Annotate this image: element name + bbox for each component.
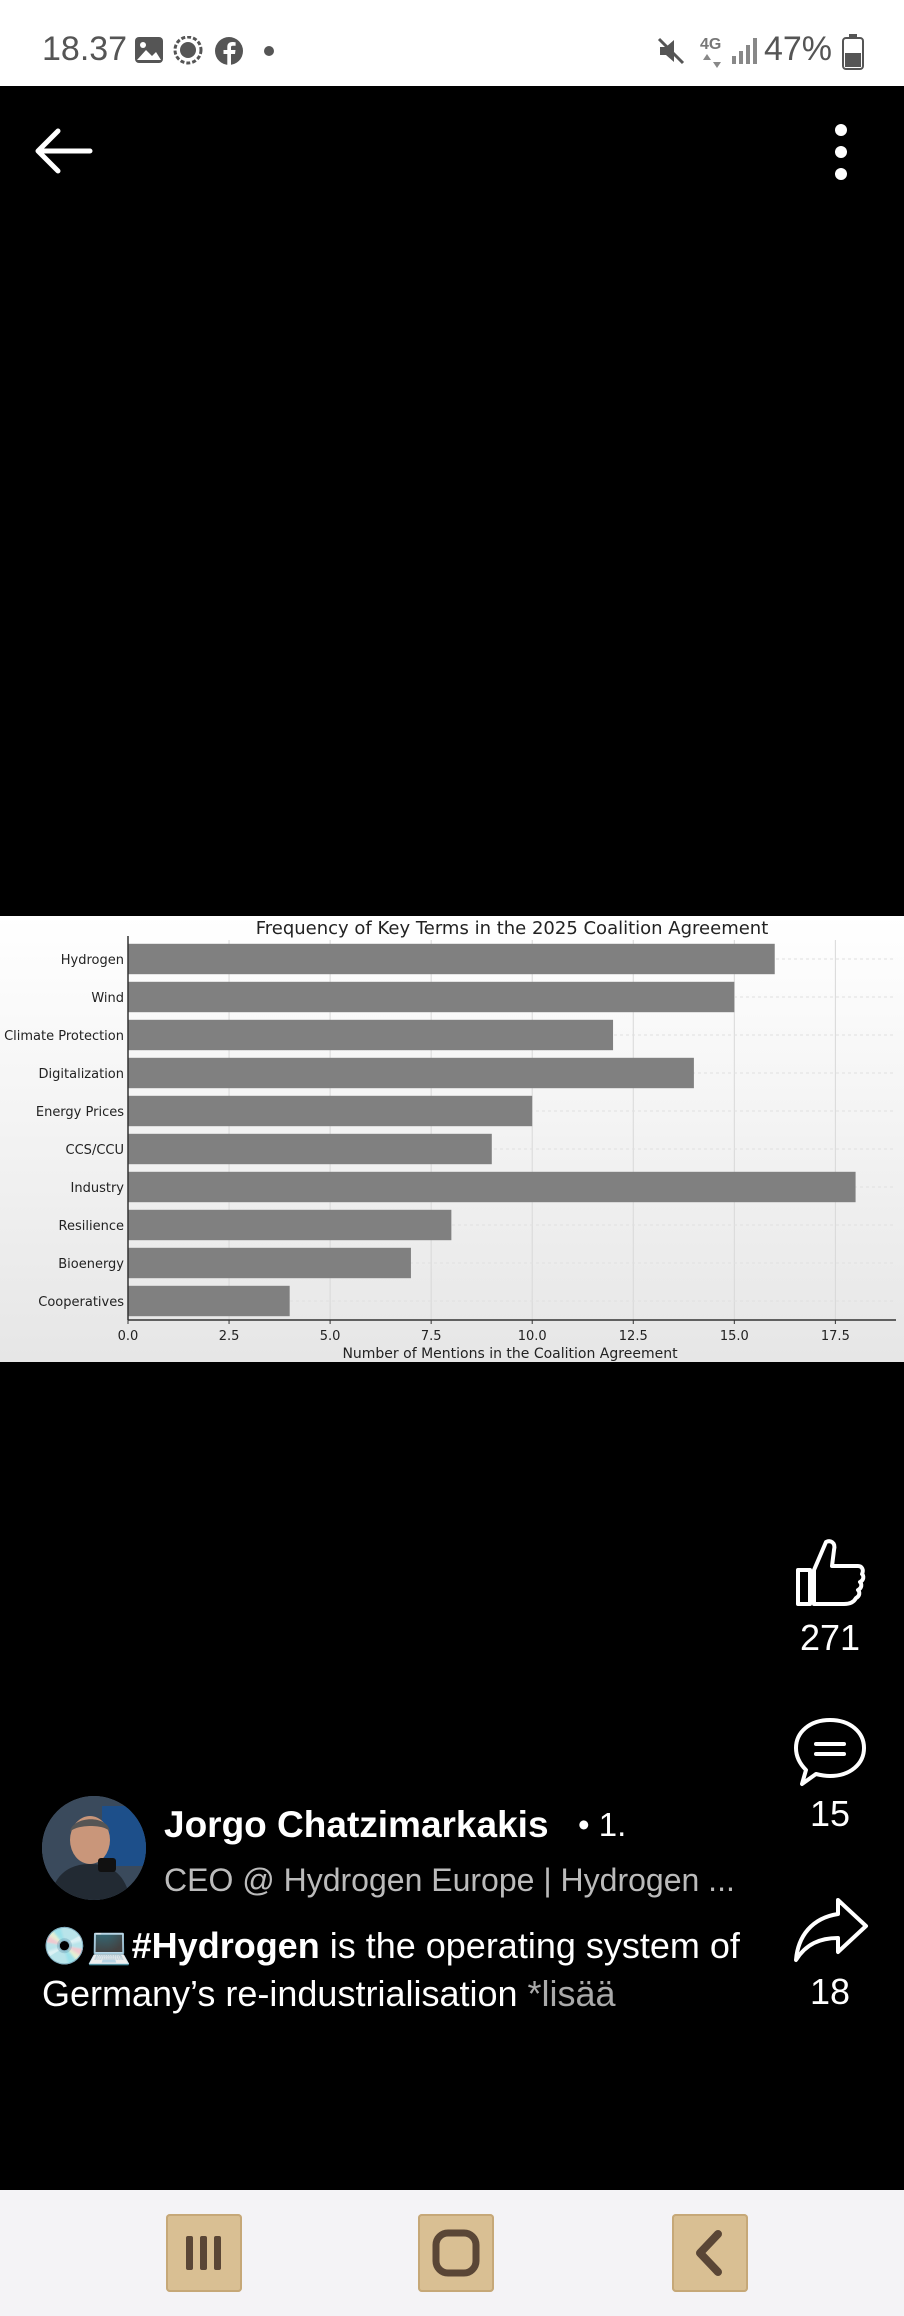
x-tick-label: 0.0: [118, 1329, 139, 1344]
comment-icon: [794, 1718, 866, 1786]
arrow-left-icon[interactable]: [32, 126, 94, 176]
facebook-icon: [215, 37, 243, 65]
bar-energy-prices: [128, 1095, 533, 1127]
y-tick-label: Resilience: [59, 1219, 124, 1234]
more-vertical-icon[interactable]: [826, 122, 856, 182]
share-arrow-icon: [794, 1898, 868, 1962]
bar-cooperatives: [128, 1285, 290, 1317]
y-tick-label: Cooperatives: [38, 1295, 124, 1310]
comment-action[interactable]: 15: [770, 1716, 890, 1835]
x-tick-label: 15.0: [720, 1329, 749, 1344]
chart-title: Frequency of Key Terms in the 2025 Coali…: [256, 918, 769, 939]
x-axis-label: Number of Mentions in the Coalition Agre…: [342, 1346, 678, 1362]
battery-icon: [842, 34, 864, 70]
avatar-photo: [42, 1796, 146, 1900]
comment-count: 15: [809, 1793, 851, 1834]
y-tick-label: Wind: [91, 991, 124, 1006]
recents-icon: [186, 2236, 221, 2270]
bar-wind: [128, 981, 735, 1013]
recents-button[interactable]: [166, 2214, 242, 2292]
gallery-icon: [135, 37, 163, 63]
bar-hydrogen: [128, 943, 775, 975]
system-nav-bar: [0, 2190, 904, 2316]
y-tick-label: CCS/CCU: [66, 1143, 124, 1158]
author-headline: CEO @ Hydrogen Europe | Hydrogen ...: [164, 1862, 735, 1898]
x-tick-label: 12.5: [619, 1329, 648, 1344]
bar-resilience: [128, 1209, 452, 1241]
x-tick-label: 5.0: [320, 1329, 341, 1344]
x-tick-label: 2.5: [219, 1329, 240, 1344]
mute-icon: [657, 37, 685, 65]
post-body: is the operating system of Germany’s re-…: [42, 1925, 740, 2014]
like-action[interactable]: 271: [770, 1536, 890, 1659]
thumbs-up-icon: [796, 1539, 866, 1606]
home-button[interactable]: [418, 2214, 494, 2292]
see-more-link[interactable]: *lisää: [527, 1973, 616, 2014]
post-top-bar: [0, 86, 904, 216]
bar-industry: [128, 1171, 856, 1203]
avatar[interactable]: [42, 1796, 146, 1900]
y-tick-label: Climate Protection: [4, 1029, 124, 1044]
battery-percent: 47%: [763, 30, 832, 68]
signal-icon: [732, 38, 757, 64]
y-tick-label: Digitalization: [39, 1067, 124, 1082]
post-emoji: 💿💻: [42, 1925, 132, 1966]
chat-bubble-icon: [173, 36, 203, 65]
post-image-chart[interactable]: Frequency of Key Terms in the 2025 Coali…: [0, 916, 904, 1362]
post-text[interactable]: 💿💻#Hydrogen is the operating system of G…: [42, 1922, 742, 2018]
share-action[interactable]: 18: [770, 1894, 890, 2013]
y-tick-label: Industry: [71, 1181, 125, 1196]
y-tick-label: Bioenergy: [58, 1257, 124, 1272]
home-icon: [432, 2229, 480, 2277]
like-count: 271: [799, 1617, 861, 1658]
y-tick-label: Hydrogen: [61, 953, 124, 968]
back-button[interactable]: [672, 2214, 748, 2292]
bar-chart: Frequency of Key Terms in the 2025 Coali…: [4, 918, 896, 1362]
share-count: 18: [809, 1971, 851, 2012]
y-tick-label: Energy Prices: [36, 1105, 124, 1120]
back-icon: [696, 2230, 722, 2276]
status-bar: 18.37 4G 47%: [0, 0, 904, 86]
hashtag-link[interactable]: #Hydrogen: [131, 1925, 320, 1966]
data-arrows-icon: [703, 54, 721, 68]
x-tick-label: 17.5: [821, 1329, 850, 1344]
bar-ccs-ccu: [128, 1133, 492, 1165]
bar-climate-protection: [128, 1019, 614, 1051]
status-time: 18.37: [42, 30, 128, 68]
x-tick-label: 10.0: [518, 1329, 547, 1344]
author-name[interactable]: Jorgo Chatzimarkakis: [164, 1804, 549, 1845]
network-type: 4G: [700, 36, 722, 53]
bar-bioenergy: [128, 1247, 411, 1279]
connection-degree: • 1.: [578, 1806, 627, 1843]
bar-digitalization: [128, 1057, 694, 1089]
x-tick-label: 7.5: [421, 1329, 442, 1344]
dot-icon: [264, 46, 274, 56]
